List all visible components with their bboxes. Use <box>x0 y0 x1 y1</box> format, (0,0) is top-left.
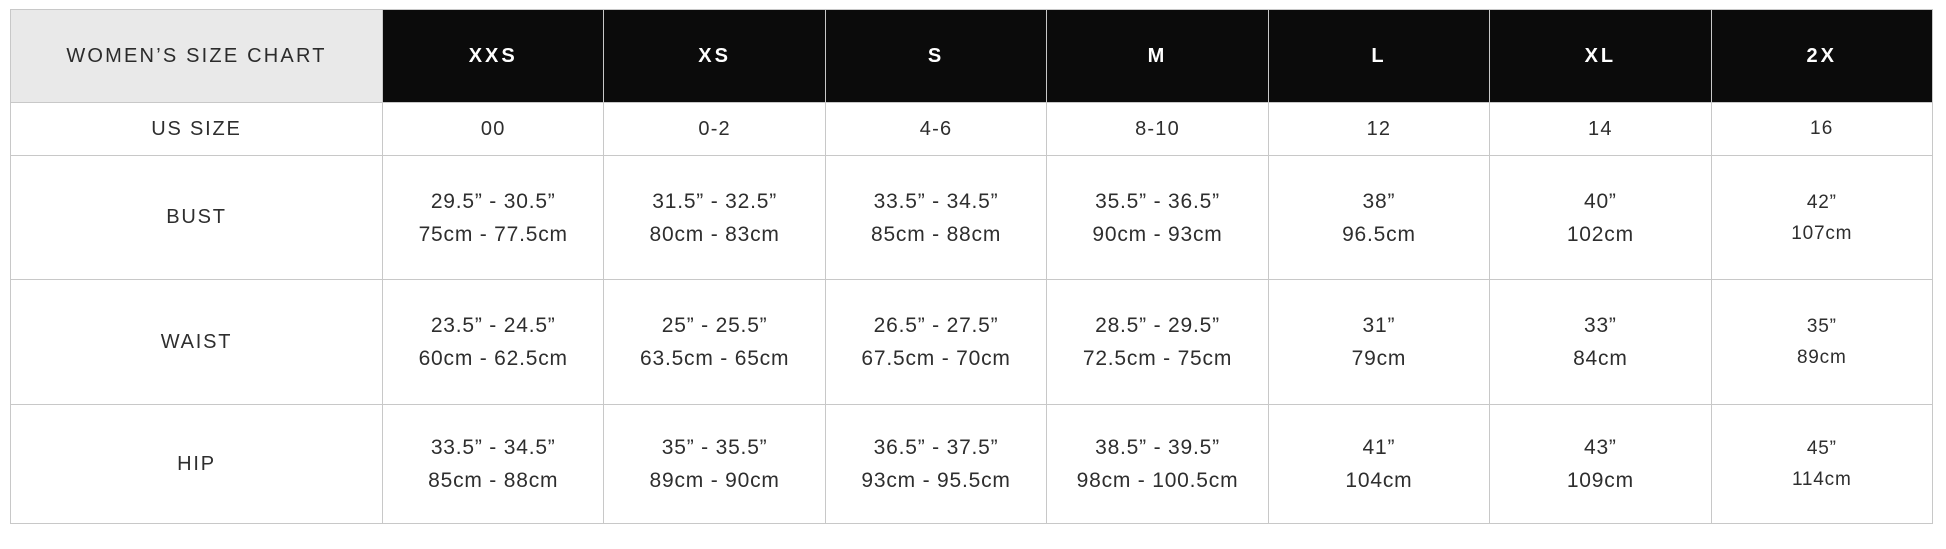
size-header-m: M <box>1047 10 1268 102</box>
us-size-s: 4-6 <box>825 103 1047 155</box>
size-header-2x: 2X <box>1711 10 1932 102</box>
waist-cell-xxs: 23.5” - 24.5” 60cm - 62.5cm <box>383 280 604 404</box>
row-label-us-size: US SIZE <box>11 103 382 155</box>
waist-s-inches: 26.5” - 27.5” <box>873 314 999 337</box>
hip-cell-l: 41” 104cm <box>1268 405 1490 523</box>
waist-cell-s: 26.5” - 27.5” 67.5cm - 70cm <box>825 280 1047 404</box>
bust-xs-cm: 80cm - 83cm <box>649 222 780 246</box>
bust-cell-xxs: 29.5” - 30.5” 75cm - 77.5cm <box>383 156 604 279</box>
waist-l-cm: 79cm <box>1351 347 1407 370</box>
waist-cell-2x: 35” 89cm <box>1711 280 1932 404</box>
hip-xxs-cm: 85cm - 88cm <box>428 469 559 492</box>
size-header-s: S <box>825 10 1047 102</box>
hip-cell-xs: 35” - 35.5” 89cm - 90cm <box>604 405 825 523</box>
us-size-m: 8-10 <box>1047 103 1268 155</box>
bust-xl-cm: 102cm <box>1566 222 1634 246</box>
waist-l-inches: 31” <box>1362 314 1396 337</box>
waist-2x-inches: 35” <box>1806 316 1837 337</box>
bust-xxs-cm: 75cm - 77.5cm <box>418 222 568 246</box>
waist-s-cm: 67.5cm - 70cm <box>861 347 1011 370</box>
bust-m-inches: 35.5” - 36.5” <box>1095 189 1220 213</box>
us-size-xs: 0-2 <box>604 103 825 155</box>
size-header-xxs: XXS <box>383 10 604 102</box>
waist-cell-xl: 33” 84cm <box>1490 280 1711 404</box>
bust-cell-l: 38” 96.5cm <box>1268 156 1490 279</box>
hip-2x-inches: 45” <box>1806 438 1837 459</box>
bust-cell-2x: 42” 107cm <box>1711 156 1932 279</box>
hip-xxs-inches: 33.5” - 34.5” <box>430 436 556 459</box>
row-label-bust: BUST <box>11 156 382 279</box>
chart-title-cell: WOMEN’S SIZE CHART <box>11 10 382 102</box>
womens-size-chart-table: WOMEN’S SIZE CHART XXS XS S M L XL 2X US… <box>10 9 1933 524</box>
bust-m-cm: 90cm - 93cm <box>1092 222 1223 246</box>
bust-cell-xs: 31.5” - 32.5” 80cm - 83cm <box>604 156 825 279</box>
waist-xl-inches: 33” <box>1583 314 1617 337</box>
bust-xs-inches: 31.5” - 32.5” <box>652 189 778 213</box>
row-label-hip: HIP <box>11 405 382 523</box>
bust-l-cm: 96.5cm <box>1342 222 1416 246</box>
waist-m-inches: 28.5” - 29.5” <box>1095 314 1220 337</box>
waist-xs-inches: 25” - 25.5” <box>661 314 768 337</box>
hip-2x-cm: 114cm <box>1791 469 1852 490</box>
hip-xl-cm: 109cm <box>1566 469 1634 492</box>
hip-m-inches: 38.5” - 39.5” <box>1095 436 1220 459</box>
bust-l-inches: 38” <box>1362 189 1396 213</box>
hip-xs-inches: 35” - 35.5” <box>661 436 768 459</box>
hip-cell-2x: 45” 114cm <box>1711 405 1932 523</box>
waist-cell-xs: 25” - 25.5” 63.5cm - 65cm <box>604 280 825 404</box>
waist-xxs-cm: 60cm - 62.5cm <box>418 347 568 370</box>
row-label-waist: WAIST <box>11 280 382 404</box>
hip-cell-xl: 43” 109cm <box>1490 405 1711 523</box>
waist-m-cm: 72.5cm - 75cm <box>1082 347 1233 370</box>
waist-cell-l: 31” 79cm <box>1268 280 1490 404</box>
waist-cell-m: 28.5” - 29.5” 72.5cm - 75cm <box>1047 280 1268 404</box>
hip-xl-inches: 43” <box>1583 436 1617 459</box>
hip-cell-xxs: 33.5” - 34.5” 85cm - 88cm <box>383 405 604 523</box>
bust-cell-s: 33.5” - 34.5” 85cm - 88cm <box>825 156 1047 279</box>
hip-m-cm: 98cm - 100.5cm <box>1076 469 1239 492</box>
bust-cell-m: 35.5” - 36.5” 90cm - 93cm <box>1047 156 1268 279</box>
hip-s-cm: 93cm - 95.5cm <box>861 469 1011 492</box>
us-size-xl: 14 <box>1490 103 1711 155</box>
hip-l-cm: 104cm <box>1345 469 1413 492</box>
hip-cell-s: 36.5” - 37.5” 93cm - 95.5cm <box>825 405 1047 523</box>
hip-s-inches: 36.5” - 37.5” <box>873 436 999 459</box>
size-header-l: L <box>1268 10 1490 102</box>
size-header-xl: XL <box>1490 10 1711 102</box>
bust-s-inches: 33.5” - 34.5” <box>873 189 999 213</box>
bust-s-cm: 85cm - 88cm <box>870 222 1002 246</box>
size-header-xs: XS <box>604 10 825 102</box>
waist-xxs-inches: 23.5” - 24.5” <box>430 314 556 337</box>
bust-xl-inches: 40” <box>1583 189 1617 213</box>
waist-xs-cm: 63.5cm - 65cm <box>639 347 790 370</box>
hip-l-inches: 41” <box>1362 436 1396 459</box>
us-size-2x: 16 <box>1711 103 1932 155</box>
us-size-l: 12 <box>1268 103 1490 155</box>
hip-cell-m: 38.5” - 39.5” 98cm - 100.5cm <box>1047 405 1268 523</box>
waist-xl-cm: 84cm <box>1573 347 1628 370</box>
hip-xs-cm: 89cm - 90cm <box>649 469 780 492</box>
waist-2x-cm: 89cm <box>1796 347 1847 368</box>
us-size-xxs: 00 <box>383 103 604 155</box>
bust-cell-xl: 40” 102cm <box>1490 156 1711 279</box>
bust-2x-inches: 42” <box>1806 191 1837 213</box>
bust-2x-cm: 107cm <box>1791 222 1853 244</box>
bust-xxs-inches: 29.5” - 30.5” <box>430 189 556 213</box>
